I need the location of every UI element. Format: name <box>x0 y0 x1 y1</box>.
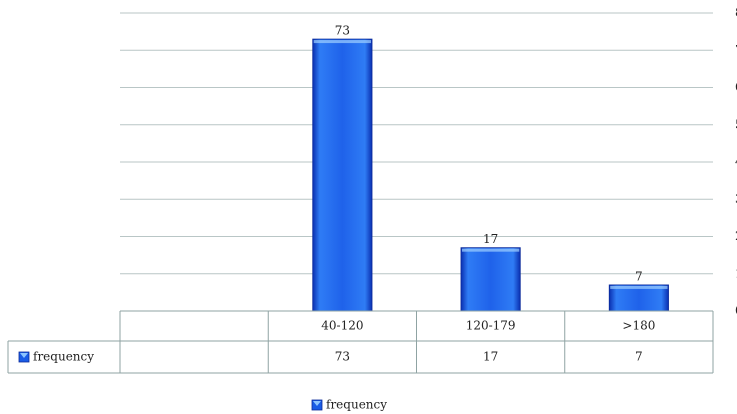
y-tick-label: 80 <box>735 6 737 20</box>
legend-swatch-shine <box>20 353 28 358</box>
y-tick-label: 60 <box>735 80 737 94</box>
x-tick-label: >180 <box>622 319 655 333</box>
bar-highlight <box>461 248 520 252</box>
bar-highlight <box>313 40 372 44</box>
data-label: 17 <box>483 232 498 246</box>
bar <box>608 284 669 312</box>
table-value: 73 <box>335 350 350 364</box>
y-tick-label: 0 <box>735 304 737 318</box>
legend-label: frequency <box>326 398 387 412</box>
legend-swatch-shine <box>313 401 321 406</box>
x-tick-label: 40-120 <box>321 319 363 333</box>
x-tick-label: 120-179 <box>466 319 516 333</box>
y-tick-label: 20 <box>735 229 737 243</box>
y-tick-label: 10 <box>735 266 737 280</box>
y-tick-label: 70 <box>735 43 737 57</box>
y-tick-label: 40 <box>735 155 737 169</box>
table-value: 7 <box>635 350 643 364</box>
bar <box>460 247 521 312</box>
bar <box>312 38 373 312</box>
table-value: 17 <box>483 350 498 364</box>
table-series-name: frequency <box>33 350 94 364</box>
data-label: 7 <box>635 269 643 283</box>
bar-highlight <box>610 285 668 289</box>
y-tick-label: 30 <box>735 192 737 206</box>
y-tick-label: 50 <box>735 117 737 131</box>
data-label: 73 <box>335 24 350 38</box>
